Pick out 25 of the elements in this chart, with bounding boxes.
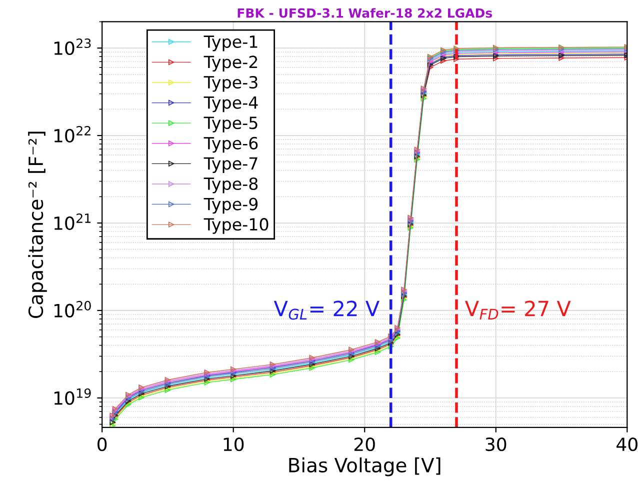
y-tick-label: 10$^{20}$ [54,300,91,318]
legend-label: Type-1 [204,36,258,52]
ref-line-label: V$_{FD}$= 27 V [465,300,571,320]
legend-label: Type-8 [204,177,258,194]
x-tick-label: 30 [486,437,506,452]
legend-label: Type-10 [204,218,268,234]
ref-line-label: V$_{GL}$= 22 V [274,300,380,320]
x-tick-label: 40 [616,437,638,452]
legend-label: Type-4 [204,96,258,112]
y-tick-label: 10$^{21}$ [54,213,91,230]
legend-label: Type-2 [204,56,258,72]
x-tick-label: 10 [224,437,244,452]
y-axis-title: Capacitance⁻² [F⁻²] [28,132,47,318]
legend-label: Type-5 [204,116,258,132]
y-tick-label: 10$^{23}$ [54,38,91,56]
legend-label: Type-7 [204,157,258,173]
y-tick-label: 10$^{19}$ [54,388,91,405]
chart-title: FBK - UFSD-3.1 Wafer-18 2x2 LGADs [238,8,492,18]
legend-label: Type-9 [204,198,258,214]
legend-label: Type-6 [204,136,258,153]
x-tick-label: 20 [354,437,375,452]
legend-label: Type-3 [204,76,258,92]
x-axis-title: Bias Voltage [V] [289,457,440,476]
y-tick-label: 10$^{22}$ [54,126,90,143]
x-tick-label: 0 [98,437,107,452]
